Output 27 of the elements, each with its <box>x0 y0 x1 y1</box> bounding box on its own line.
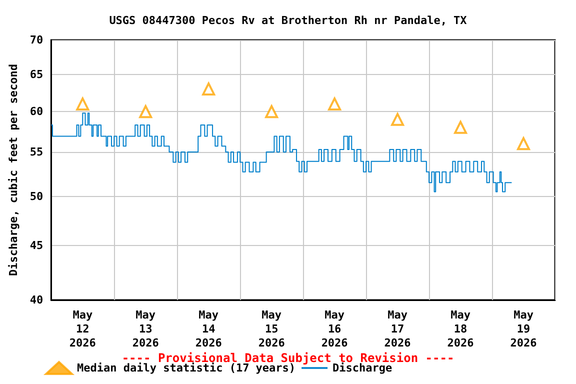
point <box>202 82 216 96</box>
x-tick-label: May 13 2026 <box>132 308 160 350</box>
y-tick-label: 60 <box>30 105 44 118</box>
y-tick-label: 65 <box>30 68 44 81</box>
point <box>265 105 278 118</box>
x-tick-label: May 12 2026 <box>69 308 96 350</box>
x-tick-label: May 14 2026 <box>195 308 222 350</box>
x-tick-label: May 15 2026 <box>258 308 286 350</box>
y-tick-label: 55 <box>30 146 44 159</box>
chart-title: USGS 08447300 Pecos Rv at Brotherton Rh nr Pandale, TX <box>109 14 468 27</box>
y-tick-label: 50 <box>30 190 44 203</box>
x-tick-label: May 18 2026 <box>447 308 474 350</box>
point <box>139 105 152 118</box>
point <box>517 137 530 150</box>
y-tick-label: 40 <box>30 294 44 306</box>
point <box>76 97 90 110</box>
point <box>328 97 342 110</box>
legend-label: Median daily statistic (17 years) <box>77 362 296 374</box>
y-tick-label: 70 <box>30 34 44 46</box>
x-tick-label: May 19 2026 <box>510 308 538 350</box>
y-tick-label: 45 <box>30 238 44 252</box>
point <box>454 120 468 134</box>
legend-label: Discharge <box>332 362 393 374</box>
x-tick-label: May 17 2026 <box>384 308 412 350</box>
x-tick-label: May 16 2026 <box>321 308 348 350</box>
point <box>391 112 404 126</box>
y-axis-title: Discharge, cubic feet per second <box>7 64 20 276</box>
